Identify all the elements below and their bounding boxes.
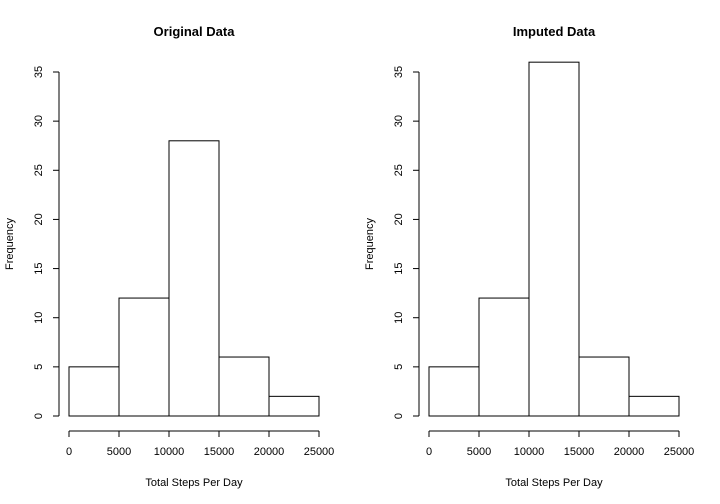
x-tick-label: 20000 xyxy=(614,446,645,458)
x-tick-label: 0 xyxy=(66,446,72,458)
histogram-bar xyxy=(528,61,580,417)
x-tick-label: 25000 xyxy=(304,446,335,458)
x-tick-label: 20000 xyxy=(254,446,285,458)
histogram-bar xyxy=(428,366,480,417)
histogram-bar xyxy=(168,140,220,417)
y-tick-label: 25 xyxy=(393,164,405,176)
y-axis-label: Frequency xyxy=(4,218,16,270)
y-tick-label: 30 xyxy=(393,115,405,127)
y-tick-label: 5 xyxy=(33,364,45,370)
y-tick-label: 0 xyxy=(33,413,45,419)
histogram-bar xyxy=(578,356,630,417)
y-tick-label: 15 xyxy=(393,262,405,274)
histogram-bar xyxy=(118,297,170,417)
y-tick-label: 10 xyxy=(33,312,45,324)
x-tick-label: 25000 xyxy=(664,446,695,458)
y-tick-label: 35 xyxy=(393,66,405,78)
y-tick-label: 35 xyxy=(33,66,45,78)
histogram-bar xyxy=(628,395,680,417)
histogram-bar xyxy=(68,366,120,417)
x-axis-label: Total Steps Per Day xyxy=(505,477,603,489)
bars-group xyxy=(428,61,680,417)
bars-group xyxy=(68,140,320,417)
x-tick-label: 5000 xyxy=(107,446,131,458)
histogram-bar xyxy=(478,297,530,417)
histogram-panel-original: Original Data Total Steps Per Day Freque… xyxy=(4,24,334,489)
chart-title: Imputed Data xyxy=(513,24,596,39)
y-tick-label: 20 xyxy=(33,213,45,225)
y-axis: 0 5 10 15 20 25 30 35 xyxy=(393,66,420,419)
x-tick-label: 10000 xyxy=(514,446,545,458)
y-tick-label: 20 xyxy=(393,213,405,225)
y-tick-label: 15 xyxy=(33,262,45,274)
x-axis: 0 5000 10000 15000 20000 25000 xyxy=(426,430,695,458)
x-tick-label: 15000 xyxy=(564,446,595,458)
x-axis-label: Total Steps Per Day xyxy=(145,477,243,489)
y-axis: 0 5 10 15 20 25 30 35 xyxy=(33,66,60,419)
histogram-bar xyxy=(268,395,320,417)
y-axis-label: Frequency xyxy=(364,218,376,270)
chart-title: Original Data xyxy=(154,24,236,39)
y-tick-label: 0 xyxy=(393,413,405,419)
y-tick-label: 30 xyxy=(33,115,45,127)
x-tick-label: 5000 xyxy=(467,446,491,458)
y-tick-label: 25 xyxy=(33,164,45,176)
y-tick-label: 5 xyxy=(393,364,405,370)
histogram-panel-imputed: Imputed Data Total Steps Per Day Frequen… xyxy=(364,24,694,489)
x-tick-label: 0 xyxy=(426,446,432,458)
x-axis: 0 5000 10000 15000 20000 25000 xyxy=(66,430,335,458)
x-tick-label: 10000 xyxy=(154,446,185,458)
x-tick-label: 15000 xyxy=(204,446,235,458)
histogram-bar xyxy=(218,356,270,417)
y-tick-label: 10 xyxy=(393,312,405,324)
